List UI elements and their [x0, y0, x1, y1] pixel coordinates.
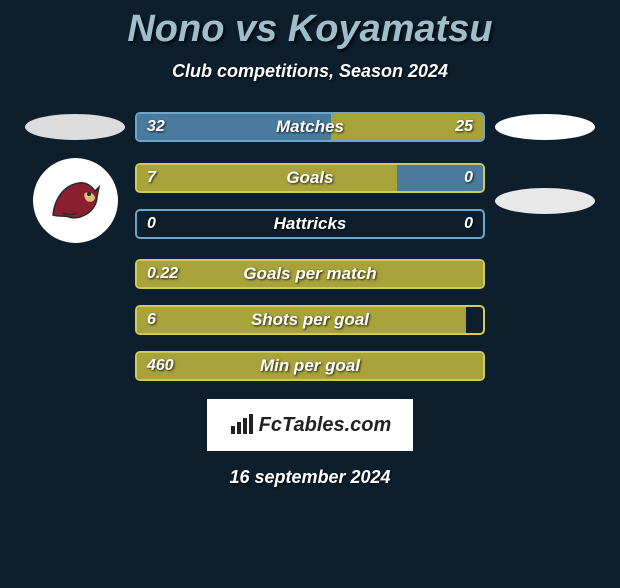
right-side-col	[495, 114, 595, 140]
stat-bar-mpg: 460 Min per goal	[135, 351, 485, 381]
left-side-col	[25, 114, 125, 140]
team-badge-left	[33, 158, 118, 243]
row-mpg: 460 Min per goal	[0, 351, 620, 381]
coyote-icon	[45, 171, 105, 231]
team-marker-right-1	[495, 114, 595, 140]
row-spg: 6 Shots per goal	[0, 305, 620, 335]
right-side-col-2	[495, 188, 595, 214]
stat-bar-goals: 7 Goals 0	[135, 163, 485, 193]
stat-bar-hattricks: 0 Hattricks 0	[135, 209, 485, 239]
stat-label: Hattricks	[137, 211, 483, 237]
stat-left-value: 0	[147, 211, 156, 237]
row-goals: 7 Goals 0 0 Hattricks 0	[0, 158, 620, 243]
stats-area: 32 Matches 25 7 Goals	[0, 112, 620, 381]
fctables-logo: FcTables.com	[207, 399, 413, 451]
left-side-col-2	[25, 158, 125, 243]
stat-bar-matches: 32 Matches 25	[135, 112, 485, 142]
team-marker-right-2	[495, 188, 595, 214]
stat-bar-spg: 6 Shots per goal	[135, 305, 485, 335]
page-title: Nono vs Koyamatsu	[0, 8, 620, 51]
stat-bar-gpm: 0.22 Goals per match	[135, 259, 485, 289]
page-subtitle: Club competitions, Season 2024	[0, 61, 620, 82]
row-matches: 32 Matches 25	[0, 112, 620, 142]
row-gpm: 0.22 Goals per match	[0, 259, 620, 289]
stat-right-value: 0	[464, 211, 473, 237]
logo-text: FcTables.com	[259, 414, 392, 437]
bars-column: 7 Goals 0 0 Hattricks 0	[135, 163, 485, 239]
date-text: 16 september 2024	[0, 467, 620, 488]
team-marker-left-1	[25, 114, 125, 140]
bars-icon	[229, 412, 255, 438]
